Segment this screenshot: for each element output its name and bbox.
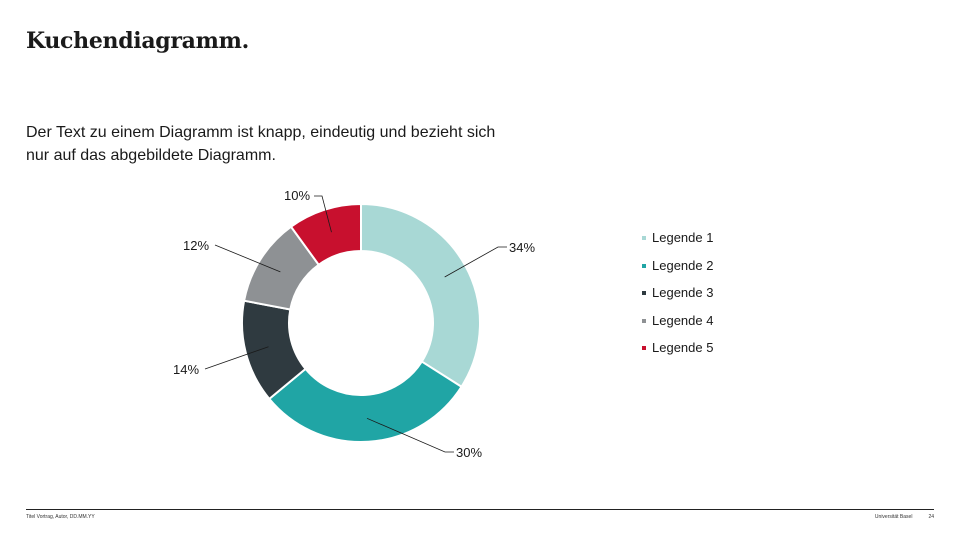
legend-label: Legende 4 [652,312,714,328]
legend-item-1: Legende 1 [642,230,713,258]
legend-label: Legende 3 [652,285,714,300]
pie-slice-5 [289,202,362,267]
legend-swatch [642,318,646,323]
data-label-3: 14% [173,362,199,377]
legend-label: Legende 2 [652,257,714,273]
legend-label: Legende 5 [652,340,714,355]
data-label-4: 12% [183,238,209,253]
legend-swatch [642,263,646,268]
slide-title: Kuchendiagramm. [26,28,249,54]
legend-item-3: Legende 3 [642,285,713,313]
data-label-5: 10% [284,188,310,203]
footer-presentation-info: Titel Vortrag, Autor, DD.MM.YY [26,514,95,520]
legend-item-2: Legende 2 [642,258,713,286]
leader-line-1 [444,246,507,278]
data-label-1: 34% [509,240,535,255]
pie-slice-1 [360,202,481,389]
leader-line-3 [204,346,269,370]
intro-line-1: Der Text zu einem Diagramm ist knapp, ei… [26,124,496,141]
legend-swatch [642,346,646,350]
legend-item-4: Legende 4 [642,313,713,341]
leader-line-4 [214,244,281,273]
legend-swatch [642,291,646,295]
footer-university: Universität Basel [874,514,913,520]
intro-line-2: nur auf das abgebildete Diagramm. [26,147,276,164]
intro-text: Der Text zu einem Diagramm ist knapp, ei… [26,121,586,167]
pie-slice-2 [267,360,463,443]
data-label-2: 30% [456,445,482,460]
leader-line-5 [314,195,332,233]
chart-legend: Legende 1 Legende 2 Legende 3 Legende 4 Lege… [642,230,713,368]
leader-line-2 [366,417,454,453]
footer-right: Universität Basel 24 [875,514,934,520]
footer-page-number: 24 [928,514,934,520]
legend-label: Legende 1 [652,230,714,245]
legend-item-5: Legende 5 [642,340,713,368]
footer-divider [26,509,934,510]
legend-swatch [642,236,646,240]
